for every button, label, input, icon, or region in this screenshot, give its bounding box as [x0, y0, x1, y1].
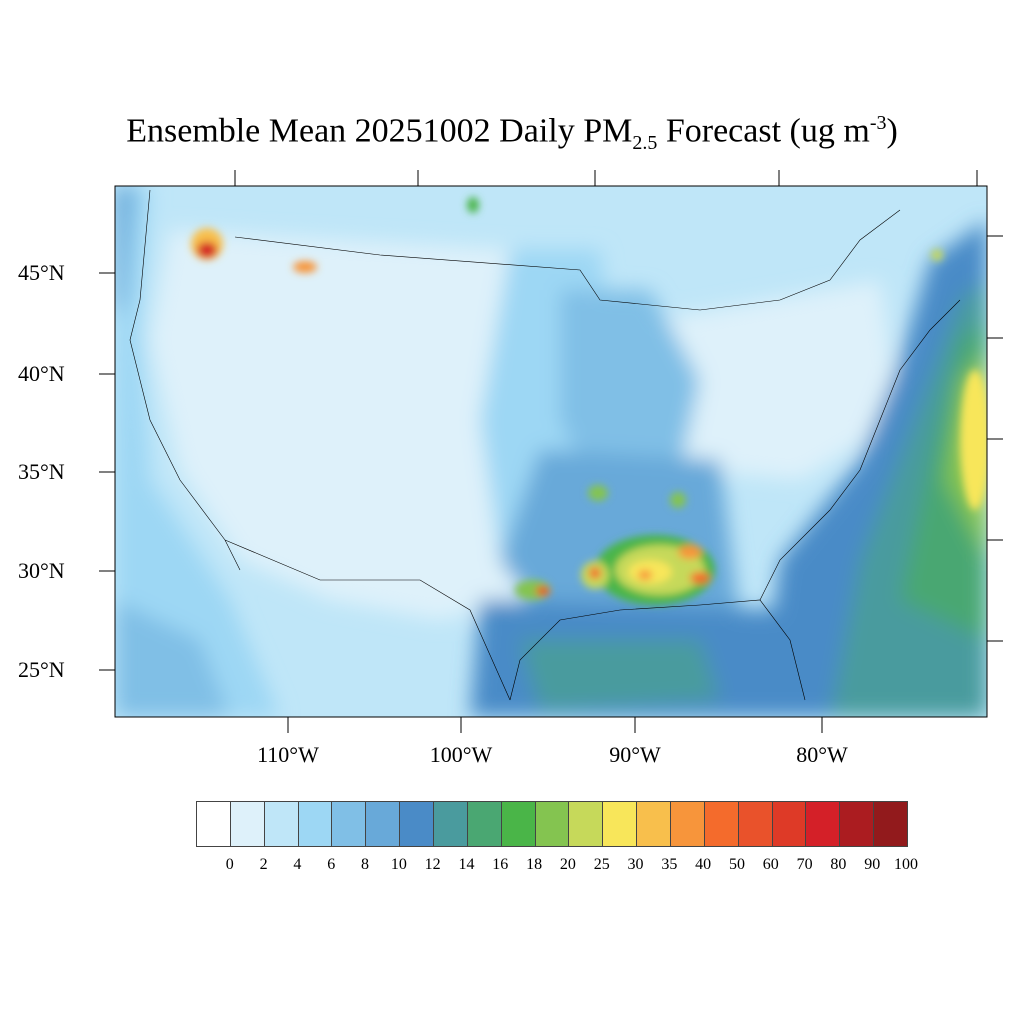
- colorbar-box: [637, 802, 672, 846]
- colorbar-box: [840, 802, 875, 846]
- lon-label-90w: 90°W: [609, 742, 661, 767]
- colorbar-label: 25: [593, 856, 610, 873]
- title-superscript: -3: [869, 112, 887, 134]
- colorbar-label: 80: [830, 856, 847, 873]
- colorbar-label: 0: [225, 856, 234, 873]
- colorbar-label: 20: [559, 856, 576, 873]
- title-text-3: ): [886, 112, 898, 150]
- colorbar-box: [704, 802, 739, 846]
- colorbar-label: 50: [728, 856, 745, 873]
- lon-label-80w: 80°W: [796, 742, 848, 767]
- lon-label-100w: 100°W: [429, 742, 493, 767]
- colorbar-box: [569, 802, 604, 846]
- lat-label-30n: 30°N: [18, 558, 65, 583]
- colorbar-label: 100: [894, 856, 918, 873]
- colorbar-label: 35: [661, 856, 678, 873]
- colorbar-box: [806, 802, 841, 846]
- colorbar-box: [230, 802, 265, 846]
- colorbar-label: 8: [361, 856, 370, 873]
- boundaries: [129, 189, 961, 701]
- colorbar-box: [874, 802, 908, 846]
- colorbar-box: [467, 802, 502, 846]
- colorbar-label: 6: [327, 856, 336, 873]
- lat-label-45n: 45°N: [18, 260, 65, 285]
- colorbar-label: 14: [458, 856, 475, 873]
- colorbar-label: 18: [526, 856, 543, 873]
- colorbar-box: [298, 802, 333, 846]
- colorbar-box: [671, 802, 705, 846]
- colorbar-label: 30: [627, 856, 644, 873]
- colorbar-box: [603, 802, 638, 846]
- colorbar-box: [501, 802, 536, 846]
- title-subscript: 2.5: [632, 132, 658, 155]
- colorbar-box: [772, 802, 807, 846]
- title-text: Ensemble Mean 20251002 Daily PM: [126, 112, 633, 150]
- colorbar-label: 10: [390, 856, 407, 873]
- colorbar-label: 40: [695, 856, 712, 873]
- colorbar-box: [264, 802, 299, 846]
- colorbar-box: [738, 802, 773, 846]
- colorbar-label: 90: [864, 856, 881, 873]
- lat-label-35n: 35°N: [18, 459, 65, 484]
- colorbar-label: 16: [492, 856, 509, 873]
- colorbar-label: 4: [293, 856, 302, 873]
- colorbar-box: [535, 802, 570, 846]
- colorbar-box: [197, 802, 231, 846]
- map-field: [115, 186, 987, 717]
- colorbar-label: 2: [259, 856, 268, 873]
- tick-marks: [99, 170, 1003, 733]
- colorbar-box: [332, 802, 367, 846]
- colorbar-label: 70: [796, 856, 813, 873]
- colorbar: [196, 801, 908, 847]
- colorbar-box: [366, 802, 401, 846]
- colorbar-box: [400, 802, 435, 846]
- colorbar-box: [434, 802, 468, 846]
- title-text-2: Forecast (ug m: [657, 112, 870, 150]
- colorbar-label: 12: [424, 856, 441, 873]
- lat-label-25n: 25°N: [18, 657, 65, 682]
- lon-label-110w: 110°W: [257, 742, 319, 767]
- colorbar-label: 60: [762, 856, 779, 873]
- map-title: Ensemble Mean 20251002 Daily PM2.5 Forec…: [0, 112, 1024, 155]
- map-frame: [114, 185, 988, 718]
- lat-label-40n: 40°N: [18, 361, 65, 386]
